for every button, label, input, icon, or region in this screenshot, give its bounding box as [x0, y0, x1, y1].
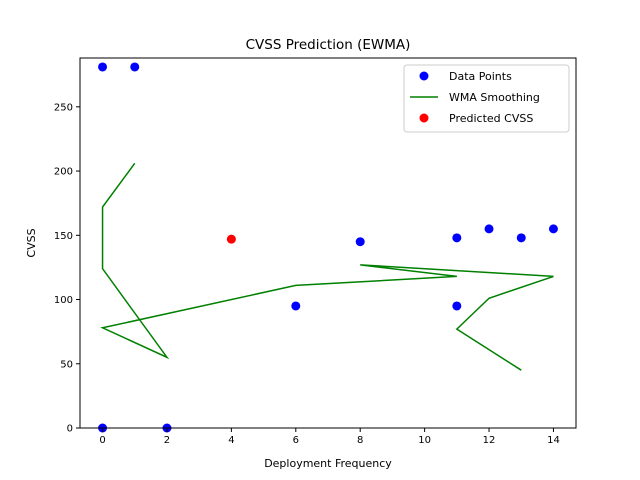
x-tick-label: 4 — [228, 435, 234, 446]
y-tick-label: 0 — [67, 424, 73, 435]
data-point — [452, 301, 462, 311]
x-tick-label: 14 — [547, 435, 560, 446]
data-point — [516, 233, 526, 243]
x-axis: 0 2 4 6 8 10 12 14 — [99, 428, 560, 446]
x-tick-label: 8 — [357, 435, 363, 446]
y-axis: 0 50 100 150 200 250 — [54, 102, 80, 435]
x-tick-label: 2 — [164, 435, 170, 446]
x-tick-label: 10 — [418, 435, 431, 446]
y-tick-label: 150 — [54, 231, 73, 242]
x-tick-label: 12 — [483, 435, 496, 446]
data-point — [355, 237, 365, 247]
smoothing-line — [100, 162, 554, 371]
y-tick-label: 200 — [54, 167, 73, 178]
legend-marker-predicted — [419, 113, 429, 123]
data-point — [548, 224, 558, 234]
legend-label-predicted: Predicted CVSS — [449, 112, 533, 125]
y-tick-label: 250 — [54, 102, 73, 113]
legend-box — [403, 64, 570, 133]
legend-marker-data-points — [419, 71, 429, 81]
plot-area — [98, 62, 558, 433]
data-point — [452, 233, 462, 243]
y-axis-label: CVSS — [25, 228, 38, 257]
data-point — [98, 62, 108, 72]
y-tick-label: 100 — [54, 295, 73, 306]
data-point — [484, 224, 494, 234]
legend: Data Points WMA Smoothing Predicted CVSS — [403, 64, 570, 133]
axes-frame — [79, 57, 577, 429]
chart-title: CVSS Prediction (EWMA) — [246, 37, 411, 53]
y-tick-label: 50 — [60, 359, 73, 370]
data-point — [130, 62, 140, 72]
legend-label-smoothing: WMA Smoothing — [449, 91, 540, 104]
x-tick-label: 6 — [293, 435, 299, 446]
x-tick-label: 0 — [99, 435, 105, 446]
data-point — [291, 301, 301, 311]
predicted-point — [226, 234, 236, 244]
legend-label-data-points: Data Points — [449, 70, 512, 83]
x-axis-label: Deployment Frequency — [264, 457, 392, 470]
